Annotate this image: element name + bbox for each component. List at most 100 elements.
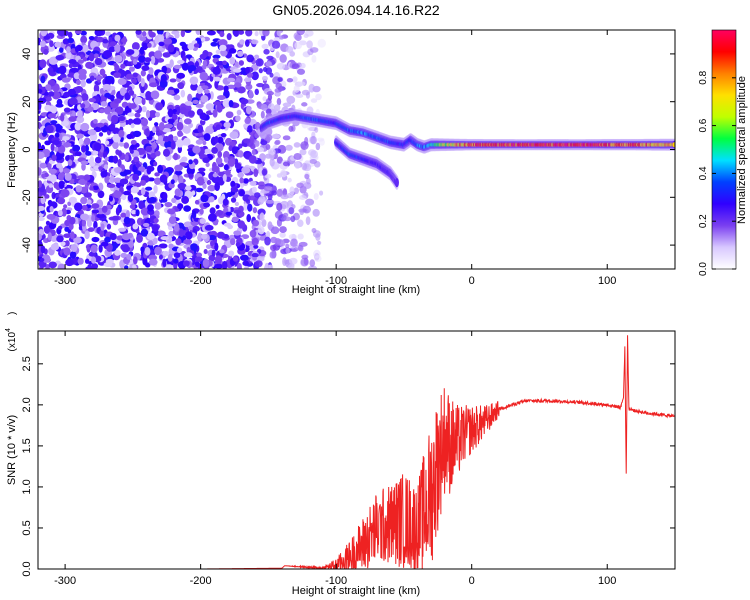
- noise-cell: [315, 233, 321, 241]
- noise-cell: [253, 168, 259, 178]
- noise-cell: [97, 190, 105, 199]
- noise-cell: [315, 93, 322, 101]
- snr-multiplier-base: (x10: [7, 332, 18, 352]
- noise-cell: [210, 41, 218, 47]
- noise-cell: [128, 66, 135, 72]
- noise-cell: [155, 111, 161, 118]
- noise-cell: [38, 167, 42, 176]
- noise-cell: [106, 183, 116, 188]
- noise-cell: [214, 242, 219, 252]
- noise-cell: [139, 36, 147, 42]
- noise-cell: [40, 245, 46, 254]
- noise-cell: [53, 181, 59, 189]
- noise-cell: [205, 244, 212, 250]
- noise-cell: [49, 206, 54, 213]
- snr-xtick-label: -100: [325, 575, 347, 587]
- noise-cell: [241, 166, 251, 174]
- noise-cell: [102, 38, 109, 44]
- noise-cell: [285, 243, 290, 249]
- noise-cell: [207, 184, 216, 192]
- noise-cell: [125, 73, 134, 80]
- noise-cell: [48, 56, 58, 65]
- noise-cell: [205, 103, 214, 111]
- noise-cell: [155, 102, 163, 111]
- noise-cell: [162, 192, 168, 201]
- noise-cell: [232, 187, 239, 193]
- noise-cell: [226, 77, 236, 82]
- colorbar-tick-label: 0.4: [698, 166, 709, 180]
- noise-cell: [265, 134, 273, 141]
- noise-cell: [44, 140, 51, 146]
- noise-cell: [163, 135, 170, 143]
- noise-cell: [225, 211, 233, 216]
- noise-cell: [102, 83, 112, 90]
- noise-cell: [314, 126, 319, 133]
- noise-cell: [63, 115, 68, 122]
- noise-cell: [109, 41, 117, 47]
- noise-cell: [77, 59, 84, 64]
- noise-cell: [279, 54, 287, 63]
- noise-cell: [158, 121, 165, 131]
- noise-cell: [251, 39, 259, 45]
- snr-line-layer: [38, 335, 675, 569]
- noise-cell: [58, 180, 65, 186]
- noise-cell: [185, 231, 193, 240]
- noise-cell: [92, 150, 99, 156]
- noise-cell: [239, 177, 244, 184]
- noise-cell: [80, 79, 86, 88]
- noise-cell: [185, 54, 193, 59]
- noise-cell: [267, 148, 276, 156]
- noise-cell: [262, 66, 268, 73]
- noise-cell: [84, 230, 90, 240]
- snr-ytick-label: 2.0: [21, 397, 33, 412]
- noise-cell: [80, 122, 90, 132]
- noise-cell: [141, 105, 147, 113]
- noise-cell: [152, 126, 157, 133]
- noise-cell: [188, 64, 197, 72]
- noise-cell: [132, 264, 137, 269]
- noise-cell: [283, 216, 292, 222]
- noise-cell: [119, 178, 129, 185]
- noise-cell: [244, 117, 251, 125]
- noise-cell: [48, 168, 58, 174]
- noise-cell: [60, 113, 65, 122]
- noise-cell: [222, 198, 229, 206]
- noise-cell: [192, 99, 199, 104]
- noise-cell: [182, 260, 190, 267]
- noise-cell: [202, 183, 207, 190]
- noise-cell: [56, 162, 63, 169]
- colorbar-tick-label: 0.8: [698, 70, 709, 84]
- noise-cell: [251, 149, 256, 156]
- noise-cell: [289, 186, 295, 196]
- noise-cell: [112, 133, 121, 143]
- noise-cell: [137, 74, 142, 83]
- noise-cell: [190, 83, 198, 91]
- snr-xtick-label: -300: [54, 575, 76, 587]
- noise-cell: [106, 223, 112, 230]
- noise-cell: [201, 234, 208, 240]
- spectrogram-ytick-label: -20: [21, 189, 33, 205]
- noise-cell: [140, 85, 145, 94]
- noise-cell: [270, 226, 280, 235]
- noise-cell: [195, 30, 202, 36]
- noise-cell: [86, 219, 92, 228]
- noise-cell: [109, 123, 116, 131]
- snr-series-line: [38, 335, 675, 569]
- snr-ytick-label: 2.5: [21, 356, 33, 371]
- noise-cell: [47, 67, 54, 74]
- noise-cell: [237, 150, 244, 158]
- noise-cell: [139, 91, 145, 97]
- noise-cell: [140, 187, 146, 196]
- colorbar-frame: [711, 29, 737, 270]
- noise-cell: [132, 72, 138, 78]
- noise-cell: [89, 75, 95, 82]
- noise-cell: [91, 263, 99, 269]
- noise-cell: [59, 30, 65, 37]
- noise-cell: [95, 58, 103, 66]
- noise-cell: [85, 258, 90, 264]
- noise-cell: [48, 261, 57, 269]
- noise-cell: [166, 89, 176, 95]
- noise-cell: [58, 65, 67, 75]
- noise-cell: [173, 152, 179, 161]
- noise-cell: [286, 77, 294, 83]
